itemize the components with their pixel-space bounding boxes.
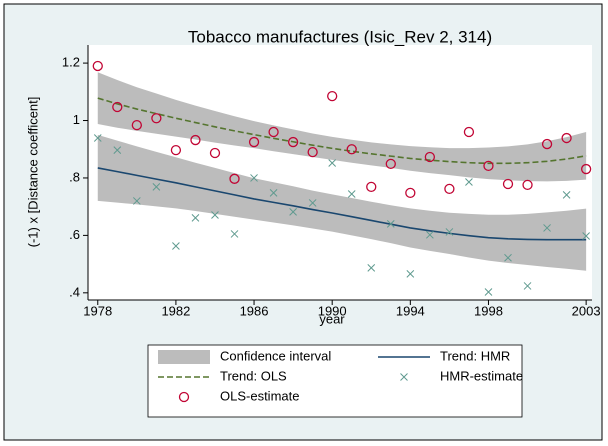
x-tick-label: 1982 bbox=[161, 303, 190, 318]
hmr-point bbox=[562, 191, 571, 199]
x-axis-label: year bbox=[319, 311, 345, 326]
ols-point bbox=[424, 151, 436, 163]
ols-point bbox=[151, 113, 162, 124]
legend-label: Confidence interval bbox=[220, 348, 331, 363]
hmr-point bbox=[289, 207, 297, 216]
trend-line bbox=[97, 97, 587, 165]
hmr-point bbox=[426, 230, 434, 239]
y-tick-label: .4 bbox=[69, 284, 80, 299]
ols-point bbox=[483, 160, 494, 172]
ols-point bbox=[170, 144, 182, 156]
ols-point bbox=[131, 119, 142, 131]
hmr-point bbox=[93, 134, 102, 142]
ols-point bbox=[287, 136, 299, 148]
ols-point bbox=[522, 179, 533, 190]
hmr-point bbox=[484, 288, 493, 296]
legend-label: HMR-estimate bbox=[440, 368, 523, 383]
hmr-point bbox=[386, 220, 395, 228]
hmr-point bbox=[152, 183, 161, 191]
ols-point bbox=[209, 147, 221, 159]
ols-point bbox=[541, 138, 553, 150]
ols-point bbox=[444, 183, 455, 195]
y-tick-label: .6 bbox=[69, 227, 80, 242]
hmr-point bbox=[328, 159, 337, 167]
hmr-point bbox=[132, 197, 141, 205]
hmr-point bbox=[269, 189, 278, 197]
legend-label: Trend: HMR bbox=[440, 348, 510, 363]
legend-key bbox=[400, 373, 408, 381]
ols-point bbox=[385, 158, 396, 170]
legend-label: OLS-estimate bbox=[220, 388, 299, 403]
x-tick-label: 1986 bbox=[240, 303, 269, 318]
hmr-point bbox=[465, 178, 473, 186]
hmr-point bbox=[230, 230, 239, 238]
ols-point bbox=[307, 146, 318, 158]
hmr-point bbox=[211, 211, 219, 219]
hmr-point bbox=[172, 242, 180, 250]
ols-point bbox=[248, 136, 260, 148]
y-tick-label: 1.2 bbox=[62, 55, 80, 70]
legend-key bbox=[158, 350, 210, 364]
y-axis-label: (-1) x [Distance coefficent] bbox=[25, 97, 40, 248]
hmr-point bbox=[582, 232, 590, 240]
x-tick-label: 1978 bbox=[83, 303, 112, 318]
ols-point bbox=[405, 187, 416, 199]
x-tick-label: 1990 bbox=[318, 303, 347, 318]
hmr-point bbox=[523, 282, 532, 290]
hmr-point bbox=[113, 146, 122, 154]
ols-point bbox=[268, 126, 279, 138]
legend bbox=[147, 344, 523, 418]
hmr-point bbox=[504, 253, 512, 262]
hmr-point bbox=[367, 263, 376, 272]
chart-title: Tobacco manufactures (Isic_Rev 2, 314) bbox=[188, 27, 492, 46]
hmr-point bbox=[250, 174, 258, 182]
hmr-point bbox=[406, 270, 415, 278]
hmr-point bbox=[347, 190, 356, 198]
x-tick-label: 2003 bbox=[572, 303, 601, 318]
hmr-point bbox=[191, 214, 200, 222]
y-tick-label: 1 bbox=[73, 112, 80, 127]
ols-point bbox=[190, 134, 201, 146]
ols-point bbox=[580, 163, 592, 175]
ols-point bbox=[561, 132, 572, 144]
ols-point bbox=[327, 90, 338, 102]
hmr-point bbox=[543, 224, 551, 232]
confidence-band bbox=[97, 134, 587, 271]
trend-line bbox=[97, 167, 587, 241]
confidence-band bbox=[97, 72, 587, 182]
ols-point bbox=[112, 101, 123, 113]
ols-point bbox=[366, 181, 377, 193]
ols-point bbox=[92, 60, 103, 72]
ols-point bbox=[502, 178, 514, 190]
y-tick-label: .8 bbox=[69, 169, 80, 184]
ols-point bbox=[346, 144, 357, 155]
legend-label: Trend: OLS bbox=[220, 368, 287, 383]
x-tick-label: 1994 bbox=[396, 303, 425, 318]
hmr-point bbox=[308, 199, 317, 207]
ols-point bbox=[229, 173, 240, 184]
x-tick-label: 1998 bbox=[474, 303, 503, 318]
ols-point bbox=[463, 126, 475, 138]
hmr-point bbox=[445, 228, 454, 236]
legend-key bbox=[178, 391, 190, 403]
